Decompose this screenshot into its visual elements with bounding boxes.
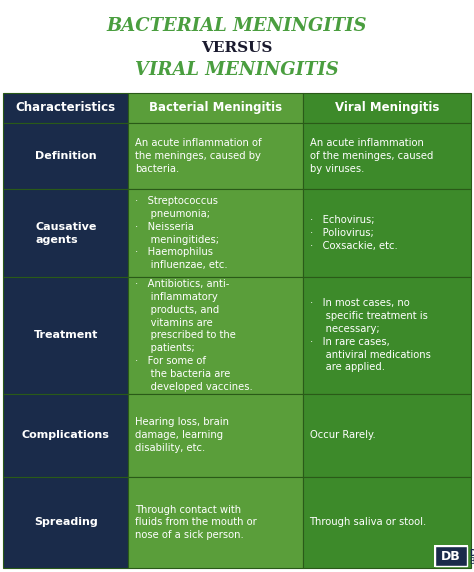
Text: Occur Rarely.: Occur Rarely. xyxy=(310,430,375,440)
Bar xyxy=(3,277,128,394)
Text: Causative
agents: Causative agents xyxy=(35,222,96,244)
Bar xyxy=(128,122,302,189)
Text: BACTERIAL MENINGITIS: BACTERIAL MENINGITIS xyxy=(107,17,367,35)
Bar xyxy=(3,189,128,277)
Bar xyxy=(3,394,128,476)
Bar xyxy=(434,545,468,567)
Text: Definition: Definition xyxy=(35,151,97,161)
Text: An acute inflammation
of the meninges, caused
by viruses.: An acute inflammation of the meninges, c… xyxy=(310,138,433,174)
Bar xyxy=(128,189,302,277)
Bar xyxy=(128,394,302,476)
Bar xyxy=(302,277,471,394)
Text: Through contact with
fluids from the mouth or
nose of a sick person.: Through contact with fluids from the mou… xyxy=(136,505,257,540)
Text: DB: DB xyxy=(441,550,461,562)
Text: ·   Antibiotics, anti-
     inflammatory
     products, and
     vitamins are
  : · Antibiotics, anti- inflammatory produc… xyxy=(136,279,253,391)
Text: Complications: Complications xyxy=(22,430,109,440)
Bar xyxy=(302,476,471,568)
Text: Between.net: Between.net xyxy=(469,557,474,566)
Text: VIRAL MENINGITIS: VIRAL MENINGITIS xyxy=(135,61,339,79)
Bar xyxy=(128,277,302,394)
Text: Through saliva or stool.: Through saliva or stool. xyxy=(310,517,427,527)
Text: Spreading: Spreading xyxy=(34,517,98,527)
Bar xyxy=(3,476,128,568)
Bar xyxy=(435,546,467,566)
Text: VERSUS: VERSUS xyxy=(201,41,273,55)
Text: An acute inflammation of
the meninges, caused by
bacteria.: An acute inflammation of the meninges, c… xyxy=(136,138,262,174)
Bar xyxy=(128,93,302,122)
Text: ·   In most cases, no
     specific treatment is
     necessary;
·   In rare cas: · In most cases, no specific treatment i… xyxy=(310,299,430,372)
Bar xyxy=(302,122,471,189)
Text: Hearing loss, brain
damage, learning
disability, etc.: Hearing loss, brain damage, learning dis… xyxy=(136,418,229,453)
Text: ·   Streptococcus
     pneumonia;
·   Neisseria
     meningitides;
·   Haemophil: · Streptococcus pneumonia; · Neisseria m… xyxy=(136,196,228,270)
Text: Difference: Difference xyxy=(469,549,474,558)
Bar xyxy=(3,93,128,122)
Bar xyxy=(128,476,302,568)
Bar xyxy=(302,93,471,122)
Bar xyxy=(302,189,471,277)
Text: Viral Meningitis: Viral Meningitis xyxy=(335,101,439,114)
Text: Treatment: Treatment xyxy=(34,330,98,340)
Text: ·   Echovirus;
·   Poliovirus;
·   Coxsackie, etc.: · Echovirus; · Poliovirus; · Coxsackie, … xyxy=(310,215,397,251)
Bar xyxy=(3,122,128,189)
Text: Bacterial Meningitis: Bacterial Meningitis xyxy=(149,101,282,114)
Bar xyxy=(302,394,471,476)
Text: Characteristics: Characteristics xyxy=(16,101,116,114)
